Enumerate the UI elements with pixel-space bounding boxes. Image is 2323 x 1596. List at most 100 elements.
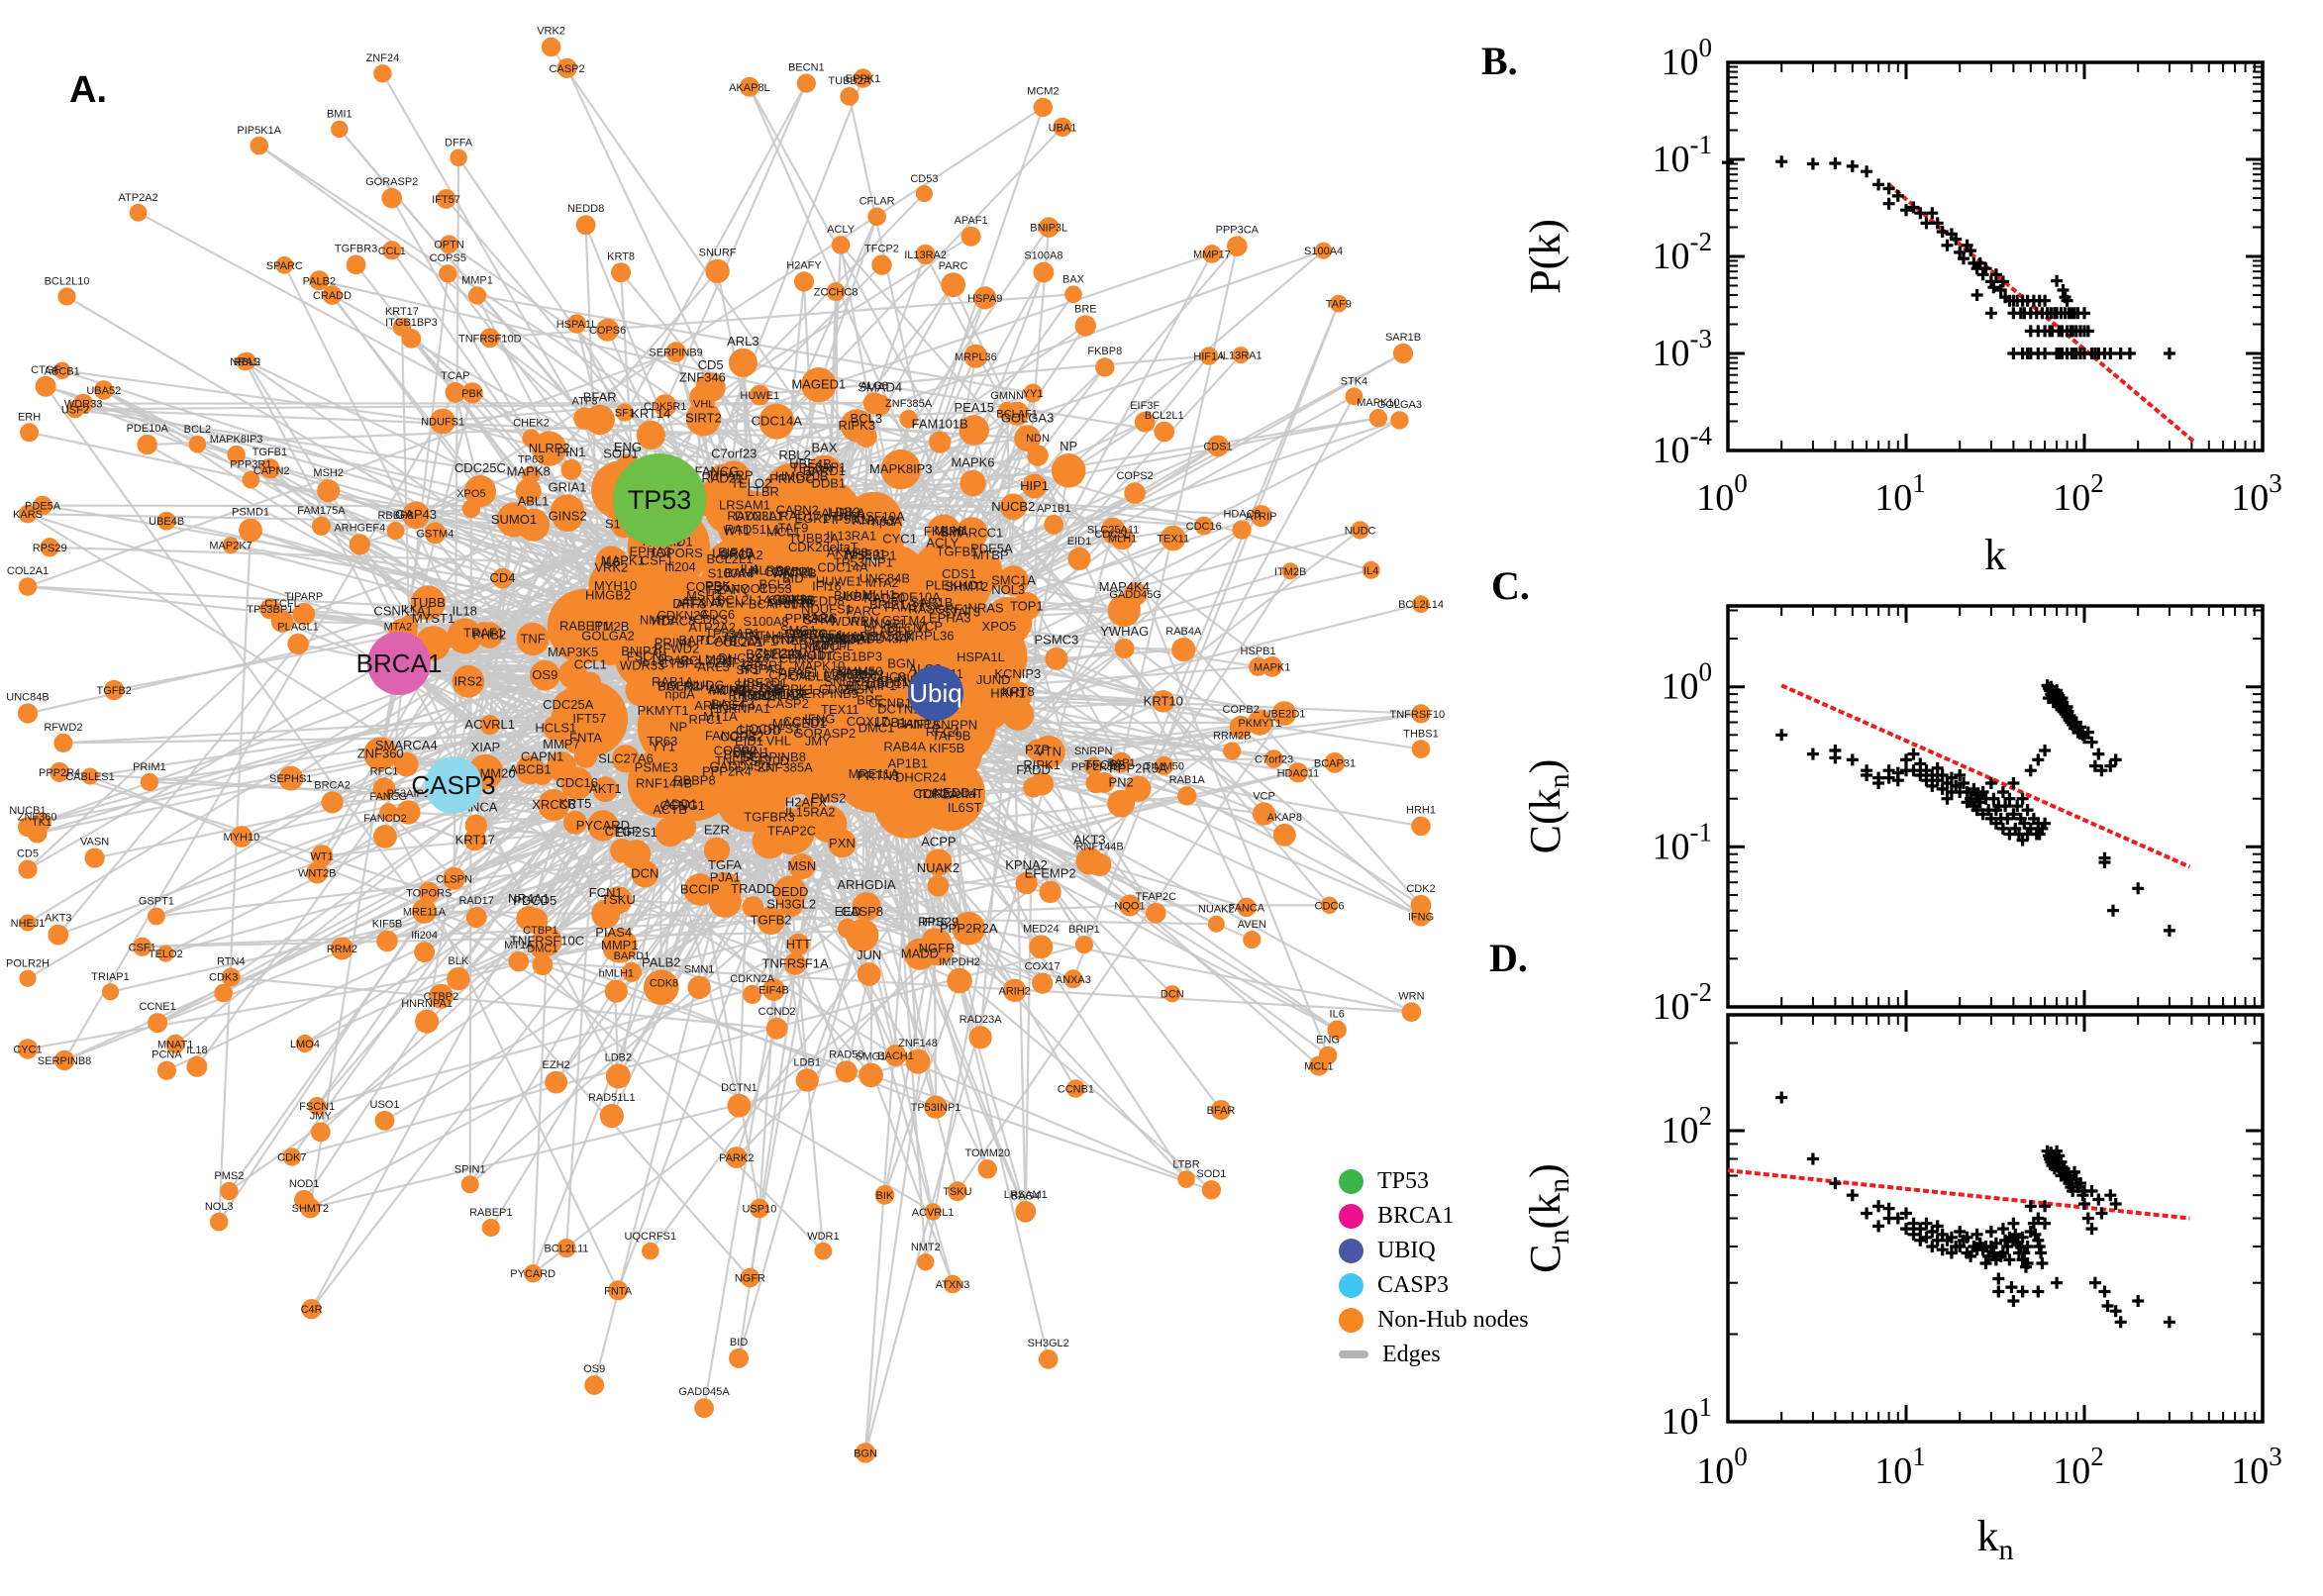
network-node bbox=[19, 969, 37, 987]
network-node bbox=[186, 1055, 208, 1077]
network-node bbox=[1223, 742, 1242, 760]
network-node-label: RAB1A bbox=[1169, 774, 1206, 786]
network-node-label: npdA bbox=[872, 514, 903, 529]
network-edge bbox=[244, 360, 620, 1077]
scatter-point bbox=[2163, 924, 2175, 937]
network-node bbox=[1368, 409, 1388, 428]
network-node bbox=[1067, 547, 1091, 571]
network-node-label: BCL2L10 bbox=[45, 275, 90, 287]
network-node-label: HSPA9 bbox=[967, 293, 1002, 305]
network-node-label: PIAS4 bbox=[595, 925, 632, 940]
scatter-points bbox=[1722, 155, 2175, 359]
network-node-label: BARD1 bbox=[614, 950, 651, 962]
network-edge bbox=[956, 712, 1285, 1192]
network-node-label: LTBR bbox=[1172, 1158, 1199, 1170]
network-node-label: UQCRFS1 bbox=[625, 1231, 677, 1243]
network-node-label: DHCR24 bbox=[895, 770, 947, 785]
network-node-label: FAM175A bbox=[297, 505, 346, 517]
scatter-point bbox=[1996, 786, 2009, 798]
network-node bbox=[214, 983, 233, 1003]
network-node-label: MRE11A bbox=[403, 906, 447, 918]
network-node bbox=[1107, 789, 1135, 818]
network-node-label: GADD45A bbox=[678, 1386, 730, 1398]
network-edge bbox=[1162, 700, 1422, 918]
network-node bbox=[101, 983, 120, 1001]
network-edge bbox=[316, 939, 935, 1108]
scatter-point bbox=[2085, 1223, 2098, 1236]
network-node-label: CDK3 bbox=[209, 972, 238, 984]
network-node-label: BID bbox=[730, 1337, 748, 1348]
network-node-label: DEDD bbox=[772, 884, 809, 899]
tick-label: 10-3 bbox=[1653, 324, 1713, 374]
network-node-label: RAB4A bbox=[1165, 626, 1202, 638]
scatter-point bbox=[1970, 289, 1983, 301]
network-node-label: CCL1 bbox=[378, 246, 406, 257]
network-node-label: NUDC bbox=[686, 678, 724, 693]
network-node-label: BMI1 bbox=[327, 109, 353, 121]
network-node-label: NUDC bbox=[1345, 525, 1376, 537]
network-node-label: PMS2 bbox=[214, 1170, 244, 1182]
network-node-label: NMT2 bbox=[911, 1242, 941, 1253]
network-node-label: BGN bbox=[854, 1447, 877, 1459]
network-node-label: ACLY bbox=[827, 224, 856, 236]
network-node bbox=[311, 516, 331, 536]
network-node bbox=[867, 207, 886, 227]
network-node-label: GMNN bbox=[990, 390, 1024, 402]
network-node-label: CD5 bbox=[17, 848, 39, 860]
network-node-label: TOMM20 bbox=[964, 1147, 1010, 1159]
network-node-label: ALG8 bbox=[860, 380, 888, 392]
network-node bbox=[20, 423, 40, 443]
network-node-label: KRT17 bbox=[455, 832, 495, 847]
network-node bbox=[837, 918, 858, 940]
network-node-label: CSF1 bbox=[129, 942, 156, 953]
network-node bbox=[331, 120, 349, 139]
scatter-point bbox=[2007, 1295, 2020, 1307]
scatter-point bbox=[1775, 155, 1788, 168]
network-node-label: SIRT2 bbox=[685, 411, 722, 426]
network-node-label: CDK2 bbox=[1406, 883, 1435, 895]
hub-label-casp3: CASP3 bbox=[411, 770, 495, 800]
tick-label: 103 bbox=[2231, 468, 2282, 519]
network-node-label: TNFRSF1A bbox=[762, 956, 830, 971]
legend-label: BRCA1 bbox=[1377, 1202, 1455, 1229]
scatter-point bbox=[1846, 159, 1859, 172]
network-node-label: EPHA3 bbox=[629, 545, 671, 559]
network-node bbox=[694, 1398, 714, 1419]
network-node-label: OPTN bbox=[724, 630, 759, 645]
tp53-swatch-icon bbox=[1339, 1168, 1364, 1194]
axis-frame bbox=[1726, 60, 2265, 452]
network-node-label: ENG bbox=[614, 440, 642, 454]
network-node bbox=[1051, 453, 1086, 488]
network-node-label: WDR1 bbox=[807, 1231, 839, 1243]
network-node bbox=[1029, 935, 1054, 959]
network-node-label: HCLS1 bbox=[535, 720, 576, 735]
network-node bbox=[532, 954, 554, 976]
network-node bbox=[1146, 902, 1166, 924]
network-node-label: PDE10A bbox=[127, 423, 169, 435]
network-node bbox=[604, 979, 628, 1003]
network-node-label: RBBP8 bbox=[377, 510, 413, 522]
network-node-label: TNFRSF10B bbox=[1390, 709, 1446, 721]
network-node-label: C7orf23 bbox=[1255, 754, 1293, 766]
network-node bbox=[461, 499, 481, 519]
network-node bbox=[188, 435, 207, 453]
network-node-label: PPP2R2A bbox=[940, 921, 998, 936]
network-node bbox=[321, 791, 344, 814]
network-node-label: IFI16 bbox=[922, 916, 947, 928]
network-node bbox=[1015, 1200, 1037, 1222]
network-node-label: H2AFX bbox=[785, 794, 827, 809]
tick-label: 100 bbox=[1662, 657, 1713, 708]
network-node-label: PSMD1 bbox=[232, 507, 269, 519]
network-node bbox=[239, 518, 262, 543]
network-node bbox=[1201, 1180, 1222, 1200]
network-node-label: EZR bbox=[704, 823, 730, 838]
network-node-label: GADD45G bbox=[1109, 589, 1162, 601]
network-node bbox=[1272, 823, 1296, 847]
legend-label: UBIQ bbox=[1377, 1237, 1436, 1263]
scatter-points bbox=[1775, 1091, 2175, 1329]
network-edge bbox=[218, 530, 252, 1223]
network-node-label: CDKN2A bbox=[730, 973, 774, 985]
network-node-label: CD4 bbox=[489, 570, 515, 585]
network-node-label: AVEN bbox=[710, 596, 744, 611]
tick-label: 102 bbox=[1662, 1101, 1713, 1151]
